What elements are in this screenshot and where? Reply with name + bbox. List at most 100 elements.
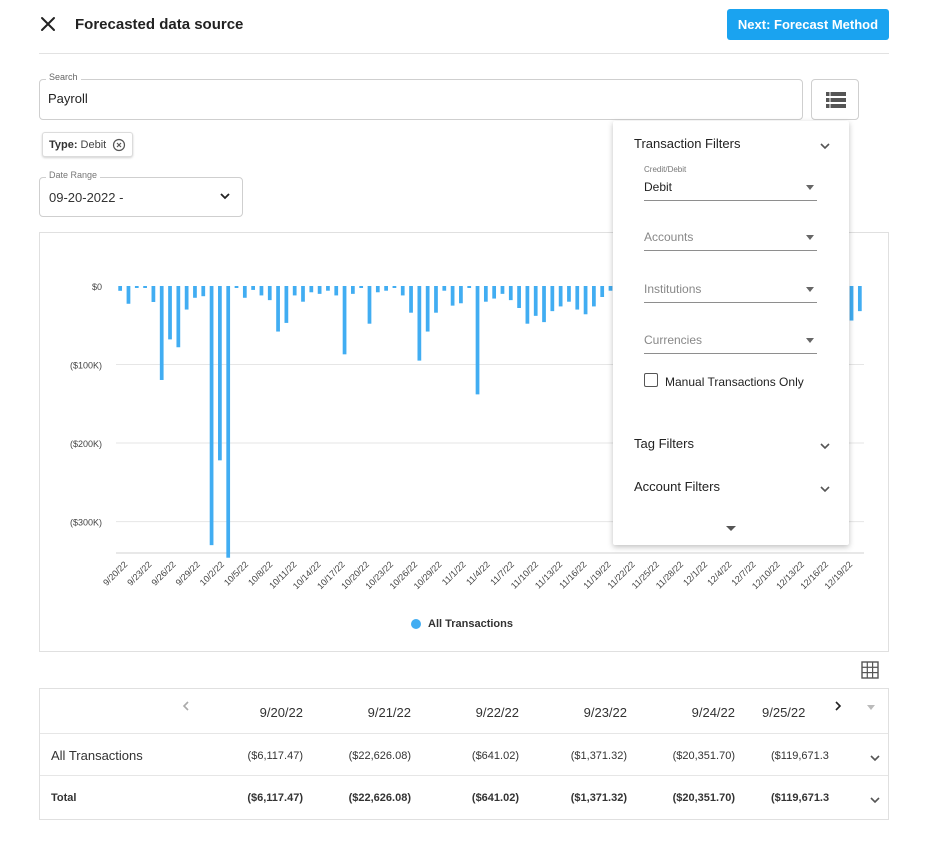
chart-bar[interactable]: [309, 286, 314, 293]
chevron-down-icon[interactable]: [818, 482, 832, 496]
chart-bar[interactable]: [442, 286, 447, 291]
y-tick-label: $0: [92, 282, 102, 292]
chart-bar[interactable]: [517, 286, 521, 308]
chart-bar[interactable]: [434, 286, 438, 313]
chart-bar[interactable]: [849, 286, 854, 321]
chart-bar[interactable]: [184, 286, 189, 310]
chart-bar[interactable]: [583, 286, 588, 315]
next-forecast-method-button[interactable]: Next: Forecast Method: [727, 9, 889, 40]
x-tick-label: 11/1/22: [440, 559, 468, 587]
chart-bar[interactable]: [542, 286, 546, 323]
chart-bar[interactable]: [276, 286, 280, 332]
chart-bar[interactable]: [317, 286, 322, 294]
search-field[interactable]: [39, 79, 803, 120]
chart-bar[interactable]: [143, 286, 147, 288]
chart-bar[interactable]: [118, 286, 123, 291]
table-row[interactable]: Total ($6,117.47) ($22,626.08) ($641.02)…: [40, 776, 888, 819]
table-grid-icon[interactable]: [860, 660, 880, 680]
chart-bar[interactable]: [550, 286, 555, 312]
chart-bar[interactable]: [359, 286, 364, 288]
chart-bar[interactable]: [400, 286, 405, 296]
chart-bar[interactable]: [533, 286, 538, 316]
chart-bar[interactable]: [292, 286, 297, 296]
credit-debit-select[interactable]: Debit: [644, 173, 817, 201]
chart-bar[interactable]: [267, 286, 272, 301]
chart-bar[interactable]: [301, 286, 305, 302]
remove-chip-icon[interactable]: [112, 138, 126, 152]
chart-bar[interactable]: [201, 286, 206, 297]
chevron-right-icon[interactable]: [831, 699, 845, 713]
chart-bar[interactable]: [342, 286, 347, 355]
chart-bar[interactable]: [492, 286, 497, 299]
chevron-down-icon[interactable]: [818, 439, 832, 453]
type-filter-chip[interactable]: Type: Debit: [42, 132, 134, 157]
chart-bar[interactable]: [508, 286, 513, 301]
chevron-down-icon[interactable]: [818, 139, 832, 153]
chart-bar[interactable]: [234, 286, 239, 288]
chart-bar[interactable]: [425, 286, 430, 332]
chart-bar[interactable]: [592, 286, 596, 307]
chart-bar[interactable]: [134, 286, 139, 288]
table-cell: ($22,626.08): [348, 750, 411, 762]
chart-bar[interactable]: [608, 286, 613, 291]
chart-bar[interactable]: [334, 286, 339, 296]
chart-bar[interactable]: [151, 286, 156, 302]
chart-bar[interactable]: [409, 286, 413, 313]
manual-transactions-label: Manual Transactions Only: [665, 375, 804, 389]
chart-bar[interactable]: [459, 286, 463, 304]
chart-bar[interactable]: [159, 286, 164, 380]
chart-bar[interactable]: [193, 286, 197, 298]
chart-bar[interactable]: [475, 286, 480, 395]
chart-bar[interactable]: [575, 286, 580, 310]
caret-down-icon[interactable]: [866, 704, 876, 712]
chart-bar[interactable]: [284, 286, 289, 323]
chart-bar[interactable]: [259, 286, 264, 296]
transaction-filters-heading[interactable]: Transaction Filters: [634, 136, 741, 151]
institutions-select[interactable]: Institutions: [644, 275, 817, 303]
chart-bar[interactable]: [558, 286, 563, 307]
table-column-header: 9/20/22: [259, 705, 303, 720]
chart-bar[interactable]: [367, 286, 372, 324]
chart-bar[interactable]: [483, 286, 488, 302]
chart-bar[interactable]: [384, 286, 388, 291]
chart-bar[interactable]: [392, 286, 397, 288]
chart-bar[interactable]: [417, 286, 422, 361]
chart-bar[interactable]: [226, 286, 231, 558]
chevron-down-icon[interactable]: [868, 751, 882, 765]
tag-filters-heading[interactable]: Tag Filters: [634, 436, 694, 451]
caret-down-icon[interactable]: [726, 526, 736, 531]
chart-bar[interactable]: [251, 286, 256, 290]
chart-bar[interactable]: [218, 286, 222, 461]
chart-bar[interactable]: [857, 286, 862, 312]
chart-bar[interactable]: [350, 286, 355, 294]
accounts-select[interactable]: Accounts: [644, 223, 817, 251]
chart-bar[interactable]: [450, 286, 455, 306]
chart-bar[interactable]: [168, 286, 172, 340]
chevron-left-icon[interactable]: [179, 699, 193, 713]
manual-transactions-checkbox[interactable]: [644, 373, 658, 387]
list-view-button[interactable]: [811, 79, 859, 120]
chart-bar[interactable]: [567, 286, 571, 302]
date-range-select[interactable]: [39, 177, 243, 217]
chevron-down-icon[interactable]: [868, 793, 882, 807]
chart-bar[interactable]: [209, 286, 214, 546]
y-tick-label: ($100K): [70, 361, 102, 371]
chart-bar[interactable]: [242, 286, 247, 298]
chart-bar[interactable]: [126, 286, 131, 304]
close-icon[interactable]: [38, 14, 58, 34]
header-divider: [39, 53, 889, 54]
chart-bar[interactable]: [500, 286, 505, 294]
chart-bar[interactable]: [525, 286, 530, 324]
chart-bar[interactable]: [176, 286, 181, 348]
chart-bar[interactable]: [326, 286, 330, 291]
currencies-select[interactable]: Currencies: [644, 326, 817, 354]
chart-legend[interactable]: All Transactions: [411, 618, 513, 630]
chart-bar[interactable]: [467, 286, 472, 288]
chart-bar[interactable]: [375, 286, 380, 293]
chevron-down-icon[interactable]: [218, 189, 232, 203]
account-filters-heading[interactable]: Account Filters: [634, 479, 720, 494]
chart-bar[interactable]: [600, 286, 605, 297]
table-row[interactable]: All Transactions ($6,117.47) ($22,626.08…: [40, 734, 888, 776]
search-input[interactable]: [48, 91, 788, 106]
credit-debit-label: Credit/Debit: [644, 165, 687, 174]
